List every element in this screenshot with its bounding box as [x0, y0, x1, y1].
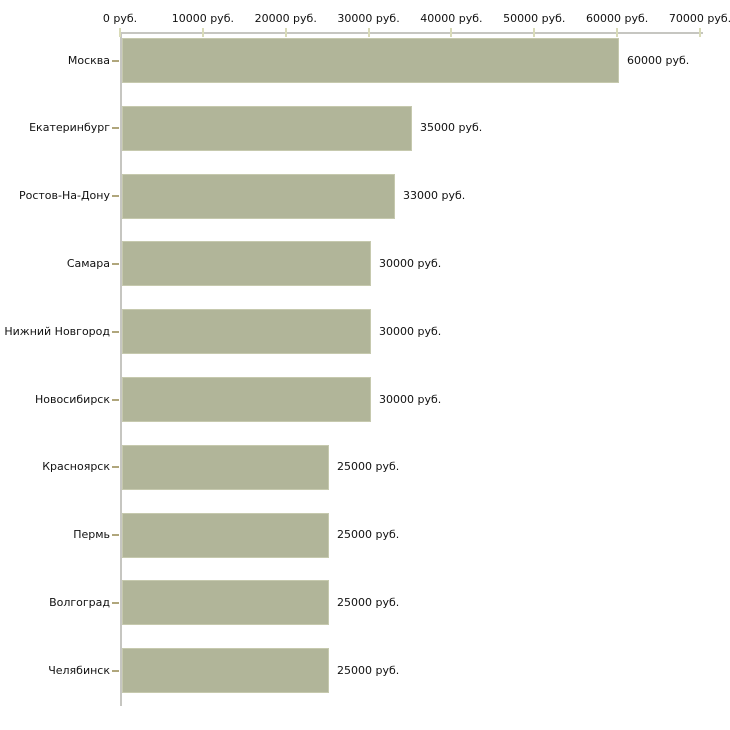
x-tick-mark: [284, 28, 287, 37]
value-label: 25000 руб.: [337, 460, 400, 474]
bar: [122, 173, 395, 219]
x-tick-mark: [616, 28, 619, 37]
bar: [122, 309, 371, 355]
bar: [122, 105, 412, 151]
value-label: 30000 руб.: [379, 392, 442, 406]
y-tick-mark: [112, 195, 119, 198]
value-label: 60000 руб.: [627, 53, 690, 67]
x-tick-mark: [119, 28, 121, 37]
category-label: Самара: [66, 256, 110, 270]
x-tick-mark: [367, 28, 370, 37]
y-tick-mark: [112, 330, 119, 333]
y-tick-mark: [112, 262, 119, 265]
x-tick-mark: [699, 28, 701, 37]
value-label: 25000 руб.: [337, 595, 400, 609]
x-tick-label: 20000 руб.: [254, 12, 317, 25]
x-axis-line: [120, 32, 703, 34]
category-label: Москва: [67, 53, 110, 67]
y-tick-mark: [112, 127, 119, 130]
y-tick-mark: [112, 466, 119, 469]
bar: [122, 512, 329, 558]
y-tick-mark: [112, 398, 119, 401]
category-label: Пермь: [73, 528, 110, 542]
x-tick-label: 10000 руб.: [171, 12, 234, 25]
x-tick-label: 40000 руб.: [420, 12, 483, 25]
x-tick-label: 50000 руб.: [503, 12, 566, 25]
category-label: Ростов-На-Дону: [18, 189, 110, 203]
category-label: Нижний Новгород: [4, 324, 110, 338]
category-label: Новосибирск: [34, 392, 110, 406]
value-label: 35000 руб.: [420, 121, 483, 135]
bar: [122, 241, 371, 287]
value-label: 30000 руб.: [379, 256, 442, 270]
value-label: 25000 руб.: [337, 663, 400, 677]
x-tick-label: 60000 руб.: [586, 12, 649, 25]
y-tick-mark: [112, 59, 119, 62]
y-tick-mark: [112, 601, 119, 604]
value-label: 30000 руб.: [379, 324, 442, 338]
x-tick-label: 70000 руб.: [668, 12, 730, 25]
x-tick-mark: [201, 28, 204, 37]
category-label: Челябинск: [48, 663, 110, 677]
bar: [122, 377, 371, 422]
x-tick-label: 30000 руб.: [337, 12, 400, 25]
bar: [122, 444, 329, 490]
x-tick-label: 0 руб.: [102, 12, 138, 25]
category-label: Волгоград: [49, 595, 110, 609]
category-label: Красноярск: [42, 460, 110, 474]
value-label: 25000 руб.: [337, 528, 400, 542]
y-axis-line: [120, 32, 122, 706]
bar: [122, 38, 619, 83]
value-label: 33000 руб.: [403, 189, 466, 203]
x-tick-mark: [533, 28, 536, 37]
x-tick-mark: [450, 28, 453, 37]
y-tick-mark: [112, 669, 119, 672]
category-label: Екатеринбург: [29, 121, 110, 135]
y-tick-mark: [112, 534, 119, 537]
bar: [122, 580, 329, 626]
bar: [122, 648, 329, 694]
